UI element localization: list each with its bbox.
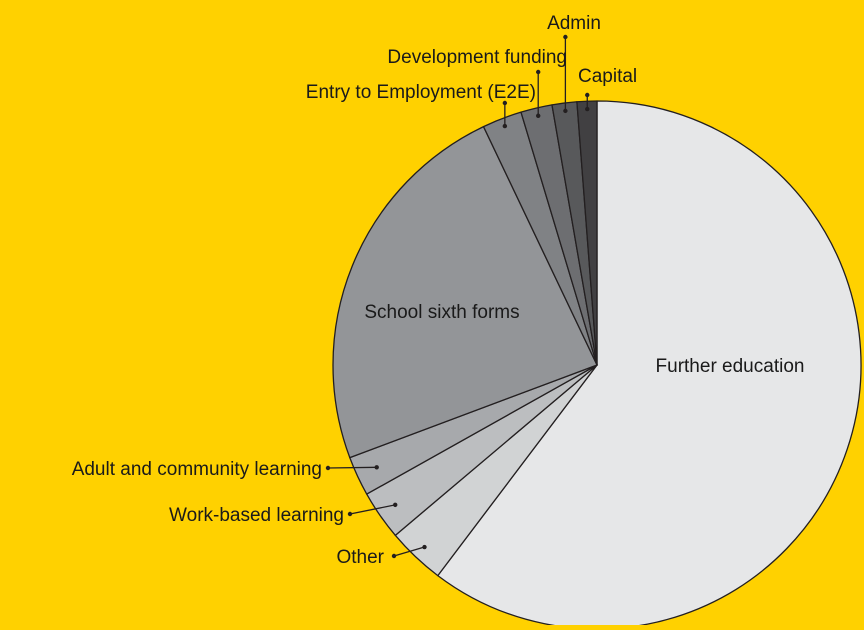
leader-dot-admin-1	[563, 108, 568, 114]
leader-dot-capital-0	[585, 92, 590, 98]
leader-dot-adult-and-community-learning-0	[325, 465, 331, 471]
slice-label-school-sixth-forms: School sixth forms	[364, 302, 519, 323]
leader-dot-capital-1	[585, 106, 590, 112]
slice-label-admin: Admin	[547, 13, 601, 34]
slice-label-other: Other	[336, 547, 384, 568]
leader-dot-entry-to-employment-e2e-1	[502, 123, 508, 129]
leader-line-other	[393, 546, 425, 557]
slice-label-adult-and-community-learning: Adult and community learning	[72, 459, 322, 480]
leader-dot-development-funding-1	[536, 113, 541, 118]
leader-dot-other-0	[391, 553, 397, 559]
leader-dot-development-funding-0	[536, 69, 541, 75]
slice-label-work-based-learning: Work-based learning	[169, 505, 344, 526]
slice-label-entry-to-employment-e2e: Entry to Employment (E2E)	[306, 82, 536, 103]
slice-label-development-funding: Development funding	[387, 47, 567, 68]
slice-label-capital: Capital	[578, 66, 637, 87]
slice-label-further-education: Further education	[656, 356, 805, 377]
leader-dot-other-1	[422, 544, 427, 550]
leader-dot-admin-0	[563, 34, 568, 40]
leader-dot-entry-to-employment-e2e-0	[502, 100, 508, 106]
leader-line-adult-and-community-learning	[327, 466, 377, 469]
leader-dot-work-based-learning-0	[347, 511, 353, 517]
leader-dot-adult-and-community-learning-1	[374, 465, 379, 470]
leader-dot-work-based-learning-1	[393, 502, 398, 508]
pie-slice-school-sixth-forms	[332, 125, 598, 459]
leader-line-work-based-learning	[349, 504, 396, 515]
